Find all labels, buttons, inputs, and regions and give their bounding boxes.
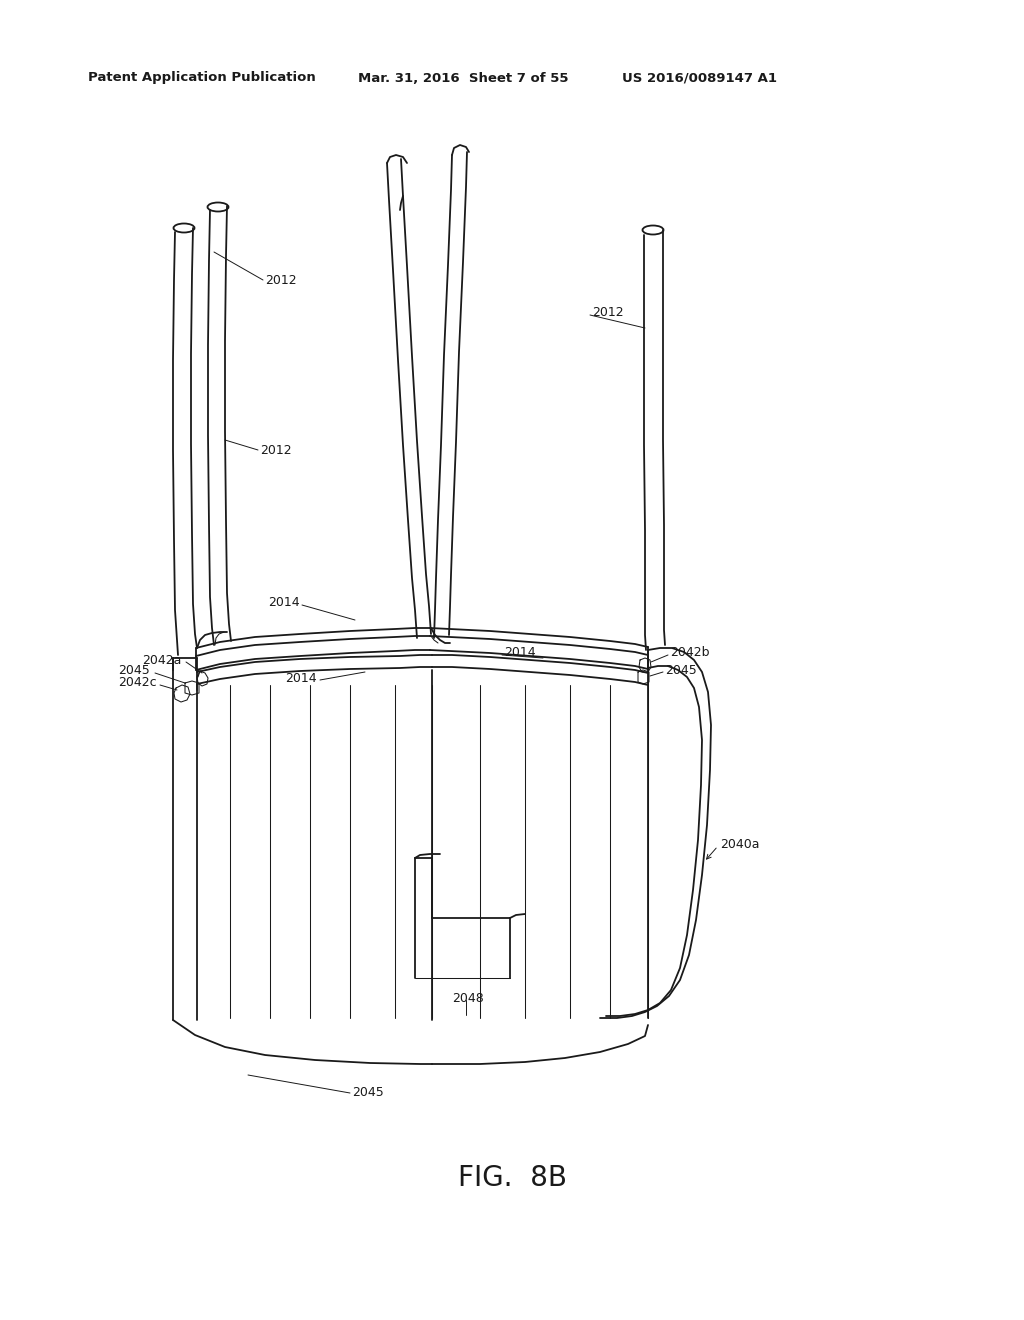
Text: 2045: 2045	[118, 664, 150, 677]
Text: 2045: 2045	[665, 664, 696, 676]
Text: Mar. 31, 2016  Sheet 7 of 55: Mar. 31, 2016 Sheet 7 of 55	[358, 71, 568, 84]
Text: 2048: 2048	[452, 991, 483, 1005]
Text: 2012: 2012	[260, 444, 292, 457]
Text: 2014: 2014	[285, 672, 316, 685]
Text: Patent Application Publication: Patent Application Publication	[88, 71, 315, 84]
Text: 2014: 2014	[504, 645, 536, 659]
Text: 2040a: 2040a	[720, 837, 760, 850]
Text: 2012: 2012	[265, 273, 297, 286]
Text: 2012: 2012	[592, 306, 624, 319]
Text: FIG.  8B: FIG. 8B	[458, 1164, 566, 1192]
Text: 2042b: 2042b	[670, 647, 710, 660]
Text: 2045: 2045	[352, 1086, 384, 1100]
Text: 2014: 2014	[268, 595, 300, 609]
Text: 2042c: 2042c	[118, 676, 157, 689]
Text: US 2016/0089147 A1: US 2016/0089147 A1	[622, 71, 777, 84]
Text: 2042a: 2042a	[142, 653, 181, 667]
